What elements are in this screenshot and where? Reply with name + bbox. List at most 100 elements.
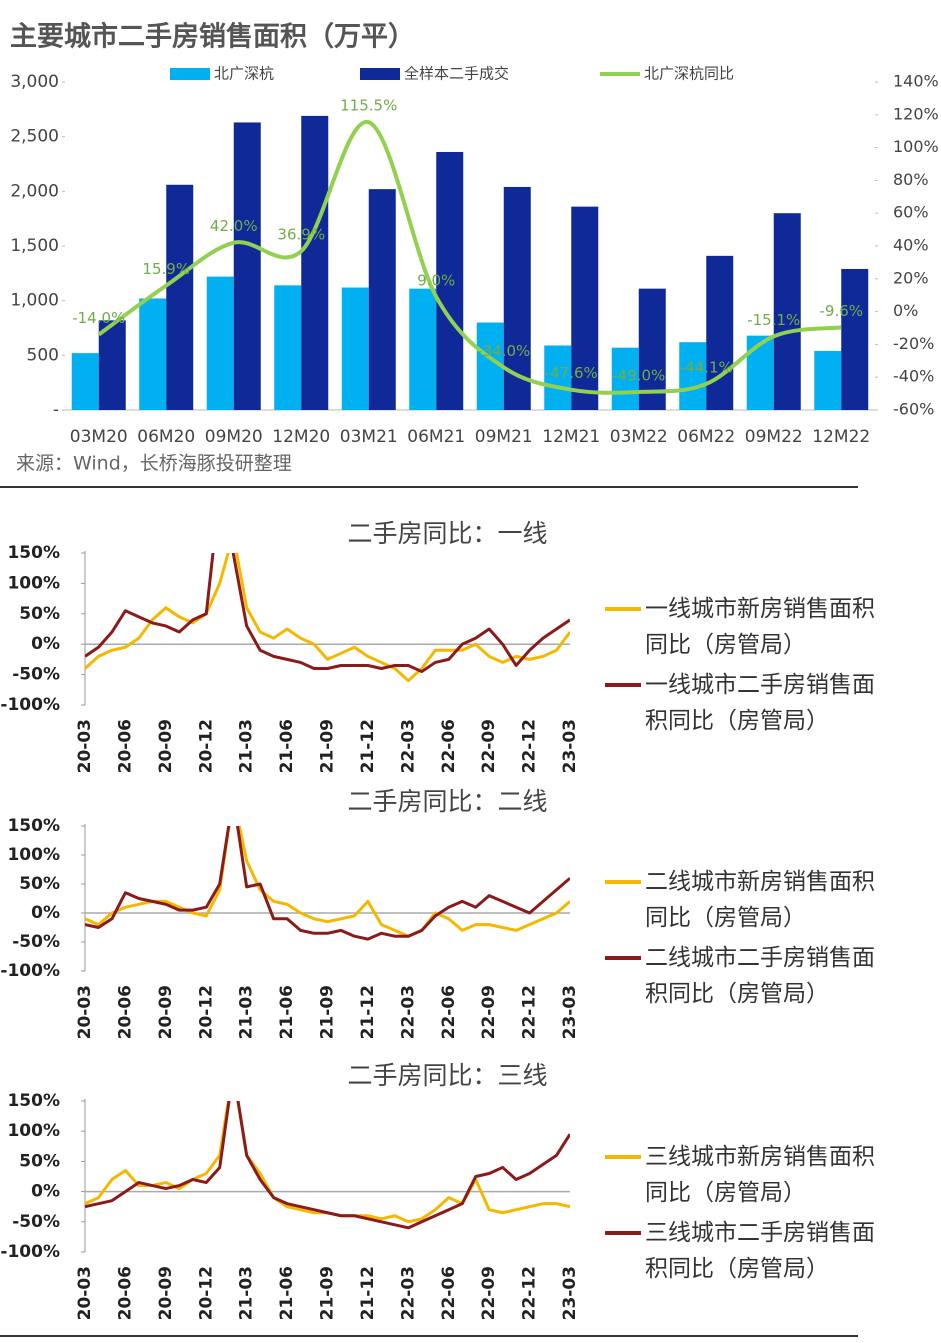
x-tick-label: 21-06 (277, 985, 297, 1039)
x-tick-label: 03M20 (70, 427, 128, 447)
legend-swatch (605, 683, 641, 687)
y-tick-label: 0% (31, 634, 60, 654)
bar (814, 350, 842, 410)
legend-label: 二线城市二手房销售面积同比（房管局） (605, 940, 878, 1012)
bar (611, 347, 639, 410)
y-tick-label: 150% (7, 1091, 60, 1111)
x-tick-label: 21-03 (237, 985, 257, 1039)
x-tick-label: 20-06 (115, 1266, 135, 1320)
bar (706, 255, 734, 410)
bar (773, 213, 801, 410)
y-tick-label: 1,500 (10, 236, 59, 256)
bar (274, 285, 302, 410)
line (97, 120, 842, 395)
y-tick-label: 150% (7, 816, 60, 836)
x-tick-label: 21-09 (318, 719, 338, 773)
chart-title: 二手房同比：一线 (347, 519, 547, 548)
bar (544, 345, 572, 410)
legend-swatch (605, 956, 641, 960)
x-tick-label: 09M20 (205, 427, 263, 447)
bar (139, 298, 167, 410)
y-tick-label: 3,000 (10, 72, 59, 92)
y-tick-label: 50% (19, 604, 60, 624)
x-tick-label: 21-12 (358, 985, 378, 1039)
data-label: -9.6% (819, 302, 863, 320)
y-tick-label: -50% (12, 1212, 60, 1232)
x-tick-label: 21-06 (277, 719, 297, 773)
bar (233, 122, 261, 410)
x-tick-label: 20-09 (156, 1266, 176, 1320)
data-label: 9.0% (417, 271, 455, 289)
data-label: -14.0% (72, 309, 125, 327)
y-tick-label: 100% (7, 1121, 60, 1141)
x-tick-label: 21-09 (318, 1266, 338, 1320)
legend-label: 一线城市二手房销售面积同比（房管局） (605, 667, 878, 739)
y-tick-label: 100% (7, 573, 60, 593)
x-tick-label: 12M21 (542, 427, 600, 447)
y2-tick-label: -60% (893, 400, 934, 419)
x-tick-label: 21-09 (318, 985, 338, 1039)
y-tick-label: -50% (12, 932, 60, 952)
legend-swatch (360, 68, 400, 80)
x-tick-label: 06M21 (407, 427, 465, 447)
x-tick-label: 03M22 (610, 427, 668, 447)
x-tick-label: 23-03 (560, 719, 580, 773)
bar (71, 353, 99, 410)
y-tick-label: 500 (27, 345, 59, 365)
x-tick-label: 22-03 (398, 1266, 418, 1320)
data-label: -47.6% (545, 364, 598, 382)
legend-label: 北广深杭 (214, 65, 274, 83)
line (85, 826, 570, 941)
x-tick-label: 22-09 (479, 1266, 499, 1320)
bar (436, 151, 464, 410)
legend-text: 三线城市新房销售面积同比（房管局） (645, 1144, 875, 1206)
x-tick-label: 21-03 (237, 1266, 257, 1320)
x-tick-label: 21-06 (277, 1266, 297, 1320)
x-tick-label: 20-03 (75, 719, 95, 773)
source: 来源：Wind，长桥海豚投研整理 (16, 453, 292, 475)
data-label: 42.0% (210, 217, 258, 235)
line (85, 553, 570, 683)
legend-text: 一线城市新房销售面积同比（房管局） (645, 596, 875, 658)
y2-tick-label: 80% (893, 170, 929, 189)
x-tick-label: 20-09 (156, 985, 176, 1039)
plot (85, 826, 570, 941)
legend-swatch (605, 1155, 641, 1159)
y2-tick-label: 140% (893, 72, 939, 91)
bar (206, 276, 234, 410)
bar (679, 342, 707, 410)
data-label: -15.1% (747, 311, 800, 329)
data-label: -34.0% (477, 342, 530, 360)
x-tick-label: 03M21 (340, 427, 398, 447)
legend-label: 全样本二手成交 (404, 65, 509, 83)
x-tick-label: 21-03 (237, 719, 257, 773)
x-tick-label: 23-03 (560, 985, 580, 1039)
legend-text: 二线城市新房销售面积同比（房管局） (645, 869, 875, 931)
y2-tick-label: -20% (893, 334, 934, 353)
y-tick-label: -50% (12, 665, 60, 685)
legends: 一线城市新房销售面积同比（房管局） 一线城市二手房销售面积同比（房管局） 二线城市新… (605, 596, 878, 1282)
x-tick-label: 21-12 (358, 719, 378, 773)
y2-tick-label: 100% (893, 137, 939, 156)
bar (841, 268, 869, 410)
bar (571, 206, 599, 410)
x-tick-label: 20-03 (75, 985, 95, 1039)
y-tick-label: 0% (31, 1182, 60, 1202)
data-label: 15.9% (142, 260, 190, 278)
legend-swatch (605, 1231, 641, 1235)
x-tick-label: 22-03 (398, 719, 418, 773)
x-tick-label: 12M22 (812, 427, 870, 447)
bar (341, 287, 369, 410)
x-tick-label: 20-06 (115, 719, 135, 773)
legend-label: 北广深杭同比 (644, 65, 734, 83)
x-tick-label: 20-06 (115, 985, 135, 1039)
y-tick-label: -100% (0, 961, 60, 981)
y-tick-label: 0% (31, 903, 60, 923)
x-tick-label: 22-06 (439, 719, 459, 773)
line (85, 1101, 570, 1230)
plot (85, 1101, 570, 1230)
bar (368, 189, 396, 410)
x-tick-label: 22-06 (439, 985, 459, 1039)
data-label: -49.0% (612, 366, 665, 384)
